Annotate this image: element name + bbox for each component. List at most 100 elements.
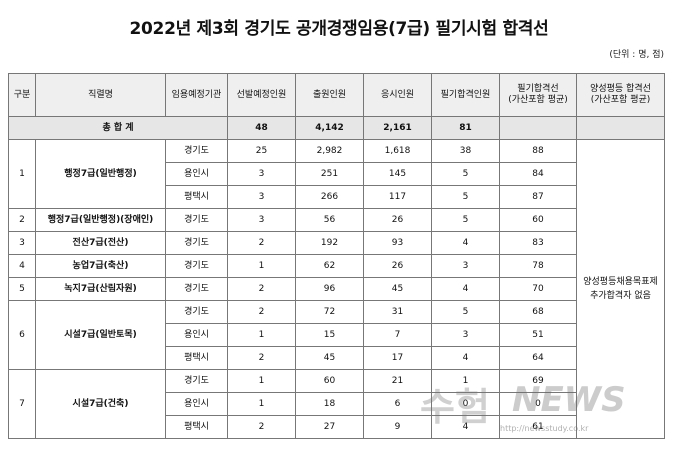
took-count: 1,618 — [363, 139, 432, 163]
group-number: 2 — [8, 208, 36, 232]
group-number: 5 — [8, 277, 36, 301]
cutoff-score: 61 — [499, 415, 577, 439]
header-cell: 구분 — [8, 73, 36, 117]
header-row: 구분 직렬명 임용예정기관 선발예정인원 출원인원 응시인원 필기합격인원 필기… — [8, 73, 665, 117]
took-count: 117 — [363, 185, 432, 209]
applied-count: 15 — [295, 323, 364, 347]
passed-count: 5 — [431, 300, 500, 324]
passed-count: 5 — [431, 162, 500, 186]
selected-count: 3 — [227, 185, 296, 209]
agency: 경기도 — [165, 254, 228, 278]
took-count: 26 — [363, 254, 432, 278]
job-title: 전산7급(전산) — [35, 231, 166, 255]
total-took: 2,161 — [363, 116, 432, 140]
applied-count: 192 — [295, 231, 364, 255]
agency: 경기도 — [165, 139, 228, 163]
total-label: 총 합 계 — [8, 116, 228, 140]
cutoff-score: 88 — [499, 139, 577, 163]
group-number: 4 — [8, 254, 36, 278]
job-title: 행정7급(일반행정)(장애인) — [35, 208, 166, 232]
took-count: 45 — [363, 277, 432, 301]
agency: 평택시 — [165, 185, 228, 209]
table-row: 1 행정7급(일반행정) 경기도 25 2,982 1,618 38 88 양성평등채용목표제 … — [8, 139, 665, 439]
took-count: 21 — [363, 369, 432, 393]
header-cell: 출원인원 — [295, 73, 364, 117]
took-count: 17 — [363, 346, 432, 370]
cutoff-score: 60 — [499, 208, 577, 232]
passed-count: 4 — [431, 415, 500, 439]
total-cutoff — [499, 116, 577, 140]
total-applied: 4,142 — [295, 116, 364, 140]
agency: 평택시 — [165, 415, 228, 439]
agency: 경기도 — [165, 369, 228, 393]
header-cell: 직렬명 — [35, 73, 166, 117]
cutoff-score: 0 — [499, 392, 577, 416]
table-row: 3 전산7급(전산) 경기도 2 192 93 4 83 — [8, 231, 665, 255]
agency: 경기도 — [165, 231, 228, 255]
agency: 경기도 — [165, 300, 228, 324]
table-row: 용인시 1 15 7 3 51 — [9, 323, 665, 347]
table-row: 5 녹지7급(산림자원) 경기도 2 96 45 4 70 — [8, 277, 665, 301]
applied-count: 72 — [295, 300, 364, 324]
applied-count: 60 — [295, 369, 364, 393]
header-cell: 선발예정인원 — [227, 73, 296, 117]
applied-count: 266 — [295, 185, 364, 209]
cutoff-score: 69 — [499, 369, 577, 393]
table-row: 4 농업7급(축산) 경기도 1 62 26 3 78 — [8, 254, 665, 278]
header-cell: 임용예정기관 — [165, 73, 228, 117]
passed-count: 3 — [431, 254, 500, 278]
agency: 경기도 — [165, 208, 228, 232]
header-cell: 양성평등 합격선 (가산포함 평균) — [576, 73, 665, 117]
table-row: 용인시 1 18 6 0 0 — [9, 392, 665, 416]
agency: 평택시 — [165, 346, 228, 370]
cutoff-score: 87 — [499, 185, 577, 209]
took-count: 7 — [363, 323, 432, 347]
applied-count: 45 — [295, 346, 364, 370]
passed-count: 1 — [431, 369, 500, 393]
cutoff-score: 64 — [499, 346, 577, 370]
passed-count: 3 — [431, 323, 500, 347]
applied-count: 62 — [295, 254, 364, 278]
agency: 용인시 — [165, 323, 228, 347]
selected-count: 3 — [227, 208, 296, 232]
selected-count: 25 — [227, 139, 296, 163]
gender-equality-note: 양성평등채용목표제 추가합격자 없음 — [576, 139, 665, 439]
cutoff-score: 83 — [499, 231, 577, 255]
took-count: 9 — [363, 415, 432, 439]
passed-count: 4 — [431, 346, 500, 370]
selected-count: 3 — [227, 162, 296, 186]
total-selected: 48 — [227, 116, 296, 140]
total-passed: 81 — [431, 116, 500, 140]
group-number: 1 — [8, 139, 36, 209]
table-row: 용인시 3 251 145 5 84 — [9, 162, 665, 186]
page-title: 2022년 제3회 경기도 공개경쟁임용(7급) 필기시험 합격선 — [129, 19, 549, 39]
table-row: 평택시 2 27 9 4 61 — [9, 415, 665, 439]
job-title: 행정7급(일반행정) — [35, 139, 166, 209]
job-title: 녹지7급(산림자원) — [35, 277, 166, 301]
header-cell: 필기합격선 (가산포함 평균) — [499, 73, 577, 117]
group-number: 7 — [8, 369, 36, 439]
agency: 용인시 — [165, 392, 228, 416]
passed-count: 5 — [431, 208, 500, 232]
selected-count: 2 — [227, 346, 296, 370]
applied-count: 27 — [295, 415, 364, 439]
group-number: 3 — [8, 231, 36, 255]
applied-count: 251 — [295, 162, 364, 186]
applied-count: 18 — [295, 392, 364, 416]
agency: 경기도 — [165, 277, 228, 301]
applied-count: 96 — [295, 277, 364, 301]
agency: 용인시 — [165, 162, 228, 186]
group-number: 6 — [8, 300, 36, 370]
selected-count: 2 — [227, 415, 296, 439]
table-row: 2 행정7급(일반행정)(장애인) 경기도 3 56 26 5 60 — [8, 208, 665, 232]
header-cell: 필기합격인원 — [431, 73, 500, 117]
took-count: 26 — [363, 208, 432, 232]
total-gender — [576, 116, 665, 140]
cutoff-score: 78 — [499, 254, 577, 278]
job-title: 시설7급(건축) — [35, 369, 166, 439]
table-row: 7 시설7급(건축) 경기도 1 60 21 1 69 — [8, 369, 665, 439]
selected-count: 2 — [227, 300, 296, 324]
selected-count: 1 — [227, 323, 296, 347]
cutoff-score: 84 — [499, 162, 577, 186]
passed-count: 4 — [431, 277, 500, 301]
